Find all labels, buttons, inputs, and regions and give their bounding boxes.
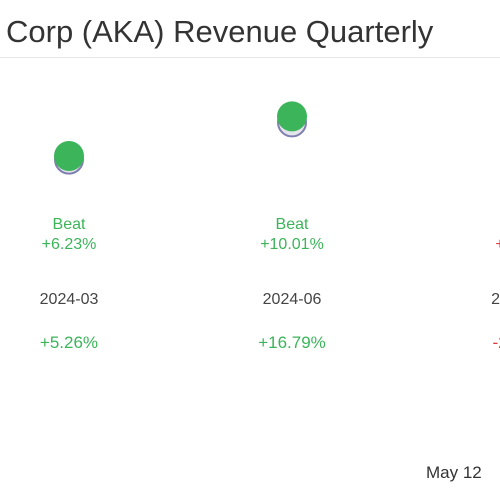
title-divider: [0, 57, 500, 58]
period-tick-label: 2024-03: [39, 291, 99, 308]
period-tick-label: 2024-06: [262, 291, 322, 308]
revenue-growth-label: -2: [492, 333, 500, 352]
surprise-percent-label: +6.23%: [41, 236, 97, 253]
footer-date: May 12: [426, 463, 482, 482]
period-tick-label: 20: [491, 291, 500, 308]
surprise-percent-label: +10.01%: [260, 236, 324, 253]
chart-title: Corp (AKA) Revenue Quarterly: [6, 14, 434, 49]
revenue-growth-label: +16.79%: [258, 333, 326, 352]
revenue-growth-label: +5.26%: [39, 333, 99, 352]
surprise-percent-label: +: [495, 236, 500, 253]
actual-marker: [54, 141, 84, 171]
beat-status-label: Beat: [52, 216, 86, 233]
beat-status-label: Beat: [275, 216, 309, 233]
actual-marker: [277, 101, 307, 132]
